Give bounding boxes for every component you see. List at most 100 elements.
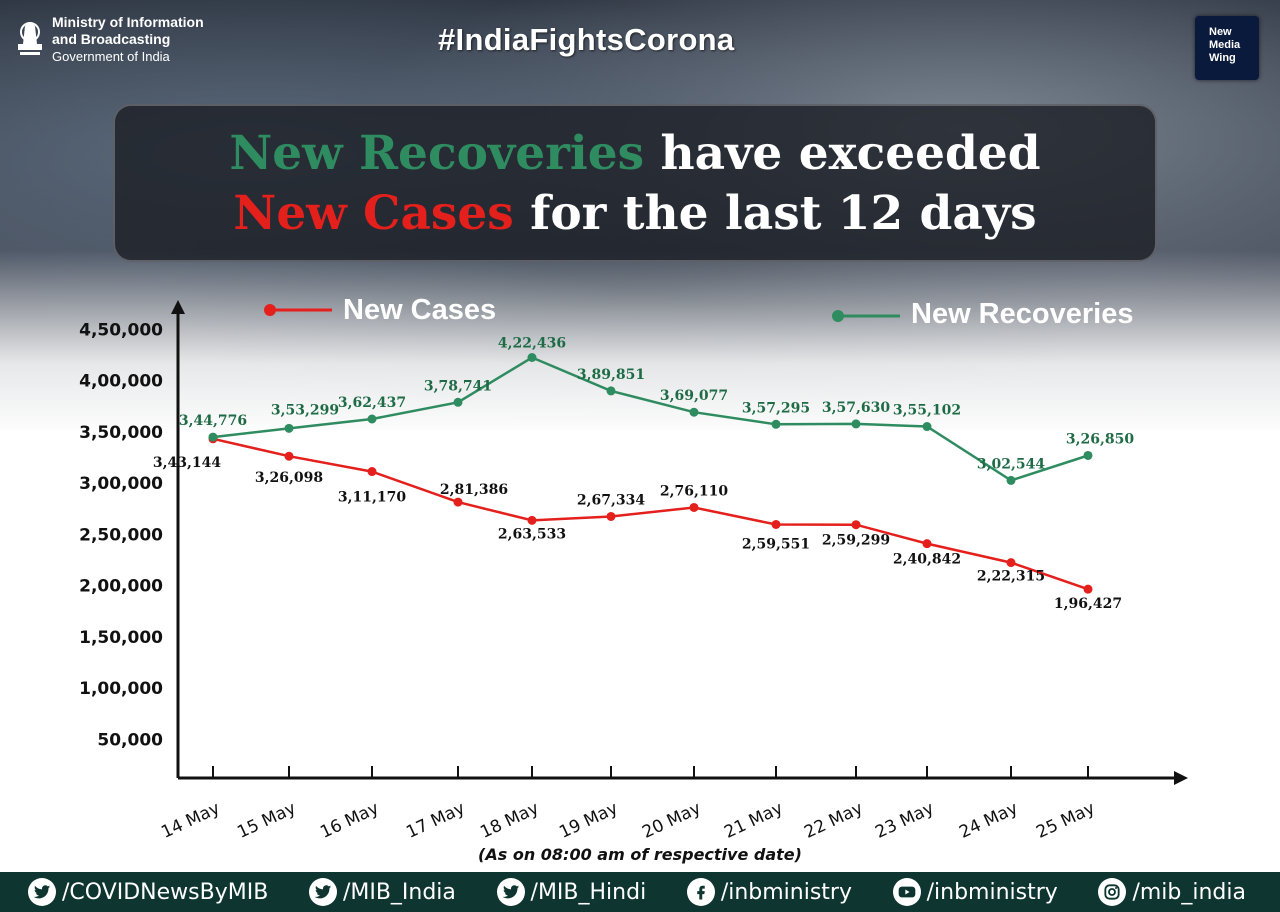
youtube-icon bbox=[892, 878, 921, 906]
badge-word-2: Media bbox=[1209, 39, 1241, 51]
legend-recoveries-marker bbox=[832, 310, 844, 322]
social-handle: /mib_india bbox=[1132, 879, 1246, 905]
new-cases-point bbox=[771, 519, 781, 529]
new-cases-data-label: 2,22,315 bbox=[977, 569, 1045, 585]
x-tick-label: 14 May bbox=[158, 798, 223, 842]
government-label: Government of India bbox=[52, 49, 170, 64]
new-recoveries-line bbox=[212, 356, 1089, 482]
x-tick-label: 23 May bbox=[872, 798, 937, 842]
social-handle: /COVIDNewsByMIB bbox=[62, 879, 269, 905]
badge-word-3: Wing bbox=[1209, 52, 1236, 64]
social-handle: /inbministry bbox=[720, 879, 852, 905]
new-recoveries-data-label: 3,02,544 bbox=[977, 456, 1045, 472]
new-recoveries-data-label: 3,26,850 bbox=[1066, 431, 1134, 447]
social-handle: /MIB_India bbox=[342, 879, 456, 905]
y-tick-label: 2,50,000 bbox=[79, 525, 163, 545]
y-tick-label: 1,00,000 bbox=[79, 679, 163, 699]
x-tick-label: 17 May bbox=[403, 798, 468, 842]
y-tick-label: 1,50,000 bbox=[79, 628, 163, 648]
social-link[interactable]: /inbministry bbox=[892, 878, 1058, 906]
x-tick-label: 19 May bbox=[556, 798, 621, 842]
y-axis-arrow bbox=[171, 300, 185, 314]
hero-fade bbox=[0, 250, 1280, 440]
new-recoveries-point bbox=[453, 397, 463, 407]
new-recoveries-point bbox=[367, 414, 377, 424]
x-tick-label: 21 May bbox=[721, 798, 786, 842]
x-tick-label: 22 May bbox=[801, 798, 866, 842]
new-cases-data-label: 3,26,098 bbox=[255, 470, 323, 486]
new-cases-point bbox=[1083, 584, 1093, 594]
headline-exceeded: have exceeded bbox=[644, 126, 1041, 181]
twitter-icon bbox=[308, 878, 337, 906]
new-recoveries-data-label: 3,44,776 bbox=[179, 413, 247, 429]
new-recoveries-point bbox=[689, 407, 699, 417]
new-recoveries-point bbox=[771, 419, 781, 429]
hashtag: #IndiaFightsCorona bbox=[438, 22, 735, 57]
new-cases-point bbox=[527, 515, 537, 525]
new-cases-data-label: 1,96,427 bbox=[1054, 596, 1122, 612]
national-emblem-icon bbox=[18, 22, 42, 55]
x-tick-label: 18 May bbox=[477, 798, 542, 842]
new-cases-point bbox=[1006, 558, 1016, 568]
new-recoveries-point bbox=[606, 386, 616, 396]
new-cases-data-label: 2,81,386 bbox=[440, 482, 508, 498]
social-link[interactable]: /COVIDNewsByMIB bbox=[28, 878, 268, 906]
ministry-name-line2: and Broadcasting bbox=[52, 31, 171, 47]
new-cases-point bbox=[689, 502, 699, 512]
new-recoveries-data-label: 3,89,851 bbox=[577, 367, 645, 383]
new-recoveries-data-label: 4,22,436 bbox=[498, 336, 566, 352]
new-recoveries-data-label: 3,57,295 bbox=[742, 400, 810, 416]
new-recoveries-point bbox=[922, 422, 932, 432]
new-cases-data-label: 2,40,842 bbox=[893, 552, 961, 568]
legend-recoveries-label: New Recoveries bbox=[911, 298, 1133, 330]
new-recoveries-point bbox=[284, 423, 294, 433]
new-cases-point bbox=[606, 511, 616, 521]
social-handle: /MIB_Hindi bbox=[530, 879, 647, 905]
social-link[interactable]: /inbministry bbox=[686, 878, 852, 906]
new-cases-point bbox=[851, 520, 861, 530]
new-cases-point bbox=[922, 539, 932, 549]
twitter-icon bbox=[28, 878, 56, 906]
new-recoveries-point bbox=[527, 353, 537, 363]
new-recoveries-point bbox=[1083, 450, 1093, 460]
new-recoveries-data-label: 3,78,741 bbox=[424, 378, 492, 394]
x-tick-label: 20 May bbox=[639, 798, 704, 842]
x-tick-label: 25 May bbox=[1033, 798, 1098, 842]
line-chart: New Cases New Recoveries 50,000 1,00,000 1,… bbox=[79, 298, 1188, 843]
new-recoveries-point bbox=[208, 432, 218, 442]
social-footer: /COVIDNewsByMIB/MIB_India/MIB_Hindi/inbm… bbox=[0, 872, 1280, 912]
badge-word-1: New bbox=[1209, 26, 1232, 38]
x-tick-label: 15 May bbox=[234, 798, 299, 842]
ministry-name-line1: Ministry of Information bbox=[52, 14, 204, 30]
new-cases-point bbox=[453, 497, 463, 507]
social-link[interactable]: /mib_india bbox=[1098, 878, 1246, 906]
headline-recoveries: New Recoveries bbox=[229, 126, 645, 181]
new-cases-data-label: 2,67,334 bbox=[577, 492, 645, 508]
new-media-wing-badge: New Media Wing bbox=[1195, 16, 1259, 80]
new-cases-data-label: 2,59,551 bbox=[742, 536, 810, 552]
new-cases-data-label: 2,59,299 bbox=[822, 533, 890, 549]
ministry-logo: Ministry of Information and Broadcasting… bbox=[14, 14, 204, 65]
social-link[interactable]: /MIB_India bbox=[308, 878, 456, 906]
twitter-icon bbox=[496, 878, 525, 906]
new-recoveries-data-label: 3,69,077 bbox=[660, 388, 728, 404]
new-recoveries-data-label: 3,62,437 bbox=[338, 395, 406, 411]
new-recoveries-point bbox=[1006, 475, 1016, 485]
x-tick-label: 16 May bbox=[317, 798, 382, 842]
y-tick-label: 3,50,000 bbox=[79, 423, 163, 443]
instagram-icon bbox=[1098, 878, 1127, 906]
y-tick-label: 4,50,000 bbox=[79, 320, 163, 340]
new-cases-point bbox=[284, 451, 294, 461]
x-axis-arrow bbox=[1174, 771, 1188, 785]
headline-cases: New Cases bbox=[233, 186, 514, 241]
new-cases-point bbox=[367, 467, 377, 477]
new-cases-data-label: 3,43,144 bbox=[153, 455, 221, 471]
headline-box: New Recoveries have exceeded New Cases f… bbox=[113, 104, 1157, 262]
social-handle: /inbministry bbox=[926, 879, 1058, 905]
x-tick-label: 24 May bbox=[956, 798, 1021, 842]
y-tick-label: 3,00,000 bbox=[79, 474, 163, 494]
legend-cases-marker bbox=[264, 304, 276, 316]
social-link[interactable]: /MIB_Hindi bbox=[496, 878, 647, 906]
y-tick-label: 50,000 bbox=[97, 730, 163, 750]
y-tick-label: 2,00,000 bbox=[79, 577, 163, 597]
